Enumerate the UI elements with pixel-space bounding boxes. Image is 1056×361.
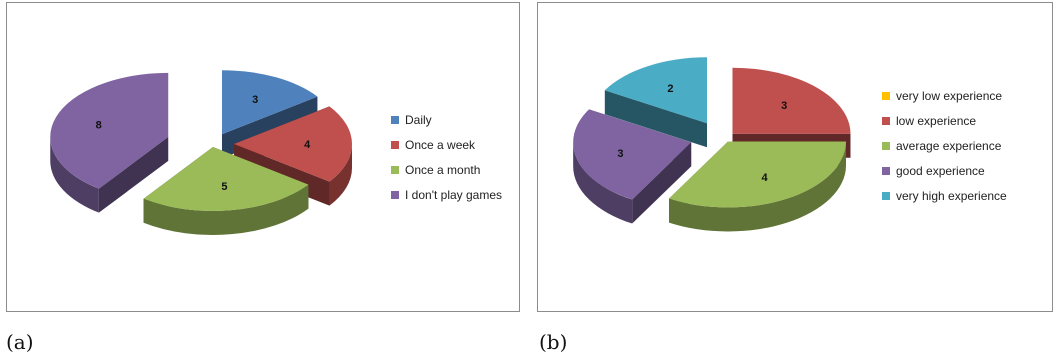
pie-slice	[604, 57, 707, 148]
pie-slice-top	[50, 72, 169, 189]
pie-slice-wall	[98, 136, 169, 213]
legend-label: good experience	[896, 164, 985, 178]
pie-data-label: 4	[762, 172, 769, 184]
pie-slice-rim	[669, 141, 846, 232]
legend-label: Once a month	[405, 163, 481, 177]
pie-slice-rim	[50, 136, 99, 213]
legend-item: I don't play games	[391, 187, 502, 212]
pie-slice-top	[732, 67, 851, 134]
legend-item: low experience	[882, 113, 1007, 138]
pie-slice-top	[221, 70, 318, 135]
legend-label: Daily	[405, 113, 432, 127]
pie-slice	[669, 141, 846, 232]
legend-item: very low experience	[882, 88, 1007, 113]
legend-label: average experience	[896, 139, 1002, 153]
pie-slice-top	[143, 146, 309, 211]
pie-data-label: 3	[252, 94, 258, 106]
pie-slice	[50, 72, 169, 213]
pie-slice-rim	[329, 144, 352, 206]
legend-item: Once a month	[391, 162, 502, 187]
legend-item: very high experience	[882, 188, 1007, 213]
legend-b: very low experience low experience avera…	[882, 88, 1007, 213]
legend-swatch	[391, 140, 399, 149]
pie-slice-wall	[632, 142, 692, 224]
chart-panel-b: 2 3 3 4 very low experience low experience …	[537, 2, 1053, 312]
legend-swatch	[882, 166, 890, 175]
legend-label: low experience	[896, 114, 977, 128]
pie-chart-a: 3 8 4 5	[50, 70, 353, 235]
pie-data-label: 5	[221, 181, 227, 193]
pie-slice	[143, 146, 309, 235]
legend-swatch	[882, 91, 890, 100]
pie-data-label: 8	[96, 120, 102, 132]
pie-slice-top	[669, 141, 846, 208]
pie-data-label: 2	[667, 83, 673, 95]
legend-label: Once a week	[405, 138, 476, 152]
pie-slice-top	[604, 57, 707, 124]
legend-swatch	[882, 116, 890, 125]
pie-slice-top	[234, 106, 353, 182]
legend-a: Daily Once a week Once a month I don't p…	[391, 112, 502, 212]
legend-item: Once a week	[391, 137, 502, 162]
panel-caption-b: (b)	[539, 330, 568, 354]
pie-data-label: 3	[781, 100, 787, 112]
legend-swatch	[882, 141, 890, 150]
pie-slice-rim	[573, 142, 633, 224]
legend-swatch	[391, 115, 399, 124]
legend-item: good experience	[882, 163, 1007, 188]
legend-label: I don't play games	[405, 188, 503, 202]
legend-swatch	[391, 190, 399, 199]
legend-item: Daily	[391, 112, 502, 137]
pie-slice	[573, 109, 692, 224]
pie-slice-rim	[143, 184, 309, 235]
legend-swatch	[882, 191, 890, 200]
legend-label: very high experience	[896, 189, 1007, 203]
chart-panel-a: 3 8 4 5 Daily Once a week Once a month I do…	[6, 2, 520, 312]
legend-swatch	[391, 165, 399, 174]
legend-item: average experience	[882, 138, 1007, 163]
pie-data-label: 3	[617, 148, 623, 160]
pie-chart-b: 2 3 3 4	[573, 57, 851, 232]
pie-slice-top	[573, 109, 692, 200]
pie-data-label: 4	[304, 139, 311, 151]
pie-slice-wall	[604, 90, 707, 148]
panel-caption-a: (a)	[6, 330, 34, 354]
legend-label: very low experience	[896, 89, 1003, 103]
